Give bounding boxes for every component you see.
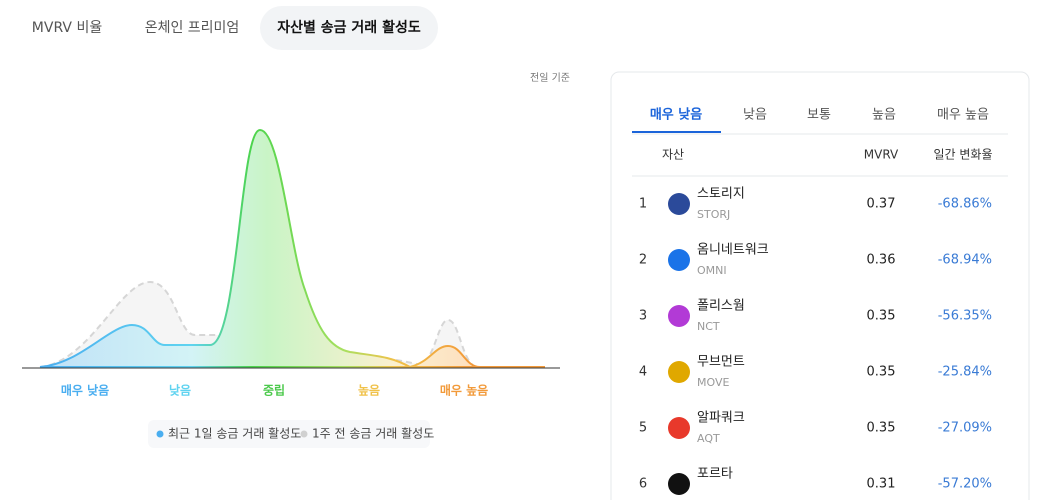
asset-name: 무브먼트 [697,355,745,370]
asset-icon [668,193,690,215]
rank: 4 [639,365,647,380]
rank: 3 [639,309,647,324]
panel-tab[interactable]: 매우 높음 [937,108,989,123]
active-tab-bg [260,6,438,50]
legend-entry: 1주 전 송금 거래 활성도 [312,427,434,441]
panel-tab[interactable]: 높음 [872,108,896,123]
asset-name: 포르타 [697,467,733,482]
rank: 5 [639,421,647,436]
asset-name: 폴리스웜 [697,299,745,314]
mvrv: 0.35 [867,421,896,436]
legend-dot [300,430,308,438]
asset-icon [668,417,690,439]
recent-curve [39,128,545,369]
top-tab[interactable]: 온체인 프리미엄 [145,20,240,36]
category-label: 매우 높음 [440,383,488,398]
header: MVRV [864,148,899,162]
mvrv: 0.35 [867,309,896,324]
rank: 2 [639,253,647,268]
category-label: 중립 [263,384,285,398]
asset-icon [668,361,690,383]
legend-entry: 최근 1일 송금 거래 활성도 [168,427,301,441]
top-tab[interactable]: 자산별 송금 거래 활성도 [277,19,421,36]
asset-name: 스토리지 [697,187,745,202]
asset-ticker: AQT [697,432,720,445]
panel-tab[interactable]: 낮음 [743,108,767,123]
change: -56.35% [938,309,992,324]
category-label: 높음 [358,383,380,398]
panel [610,71,1030,504]
header: 자산 [662,148,684,162]
change: -27.09% [938,421,992,436]
rank: 1 [639,197,647,212]
header: 일간 변화율 [933,148,992,162]
asset-icon [668,473,690,495]
rank: 6 [639,477,647,492]
category-label: 매우 낮음 [61,383,109,398]
asset-ticker: OMNI [697,264,727,277]
mvrv: 0.37 [867,197,896,212]
legend-dot [156,430,164,438]
panel-tab[interactable]: 매우 낮음 [650,107,702,123]
asset-ticker: NCT [697,320,720,333]
legend-box [148,420,430,448]
asset-icon [668,305,690,327]
panel-tab[interactable]: 보통 [807,108,831,123]
mvrv: 0.35 [867,365,896,380]
mvrv: 0.31 [867,477,896,492]
change: -68.94% [938,253,992,268]
asset-ticker: MOVE [697,376,729,389]
change: -68.86% [938,197,992,212]
category-label: 낮음 [169,383,191,398]
asset-name: 알파쿼크 [697,411,745,426]
top-tab[interactable]: MVRV 비율 [32,20,103,36]
asset-icon [668,249,690,271]
note: 전일 기준 [530,72,570,84]
mvrv: 0.36 [867,253,896,268]
change: -25.84% [938,365,992,380]
asset-name: 옴니네트워크 [697,243,769,258]
change: -57.20% [938,477,992,492]
asset-ticker: STORJ [697,208,730,221]
